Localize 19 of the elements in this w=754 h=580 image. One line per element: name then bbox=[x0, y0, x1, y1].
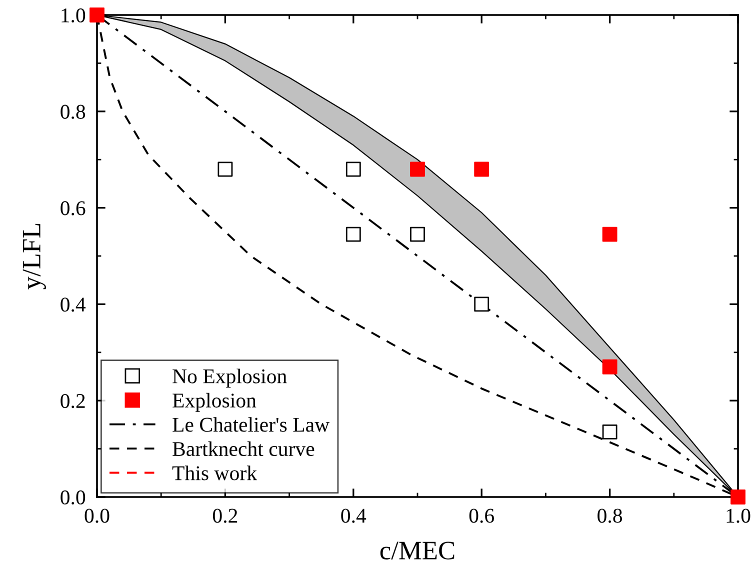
y-tick-label: 0.6 bbox=[60, 201, 86, 216]
y-tick-label: 0.2 bbox=[60, 394, 85, 408]
legend-label: Explosion bbox=[172, 392, 256, 412]
x-tick-label: 1.0 bbox=[726, 508, 750, 523]
x-tick-label: 0.8 bbox=[598, 508, 622, 523]
y-tick-label: 1.0 bbox=[62, 8, 86, 23]
x-tick-label: 0.6 bbox=[469, 508, 494, 523]
y-axis-title: y/LFL bbox=[22, 224, 46, 290]
x-tick-label: 0.2 bbox=[212, 508, 238, 523]
x-tick-label: 0.4 bbox=[341, 508, 366, 523]
x-tick-label: 0.0 bbox=[84, 508, 110, 523]
legend-label: Bartknecht curve bbox=[172, 441, 314, 456]
y-tick-label: 0.4 bbox=[60, 298, 86, 312]
y-tick-label: 0.0 bbox=[60, 490, 86, 505]
y-tick-label: 0.8 bbox=[60, 104, 86, 119]
legend-label: No Explosion bbox=[172, 368, 287, 388]
x-axis-title: c/MEC bbox=[380, 542, 454, 560]
legend-label: Le Chatelier's Law bbox=[172, 417, 330, 432]
legend-label: This work bbox=[172, 466, 258, 480]
